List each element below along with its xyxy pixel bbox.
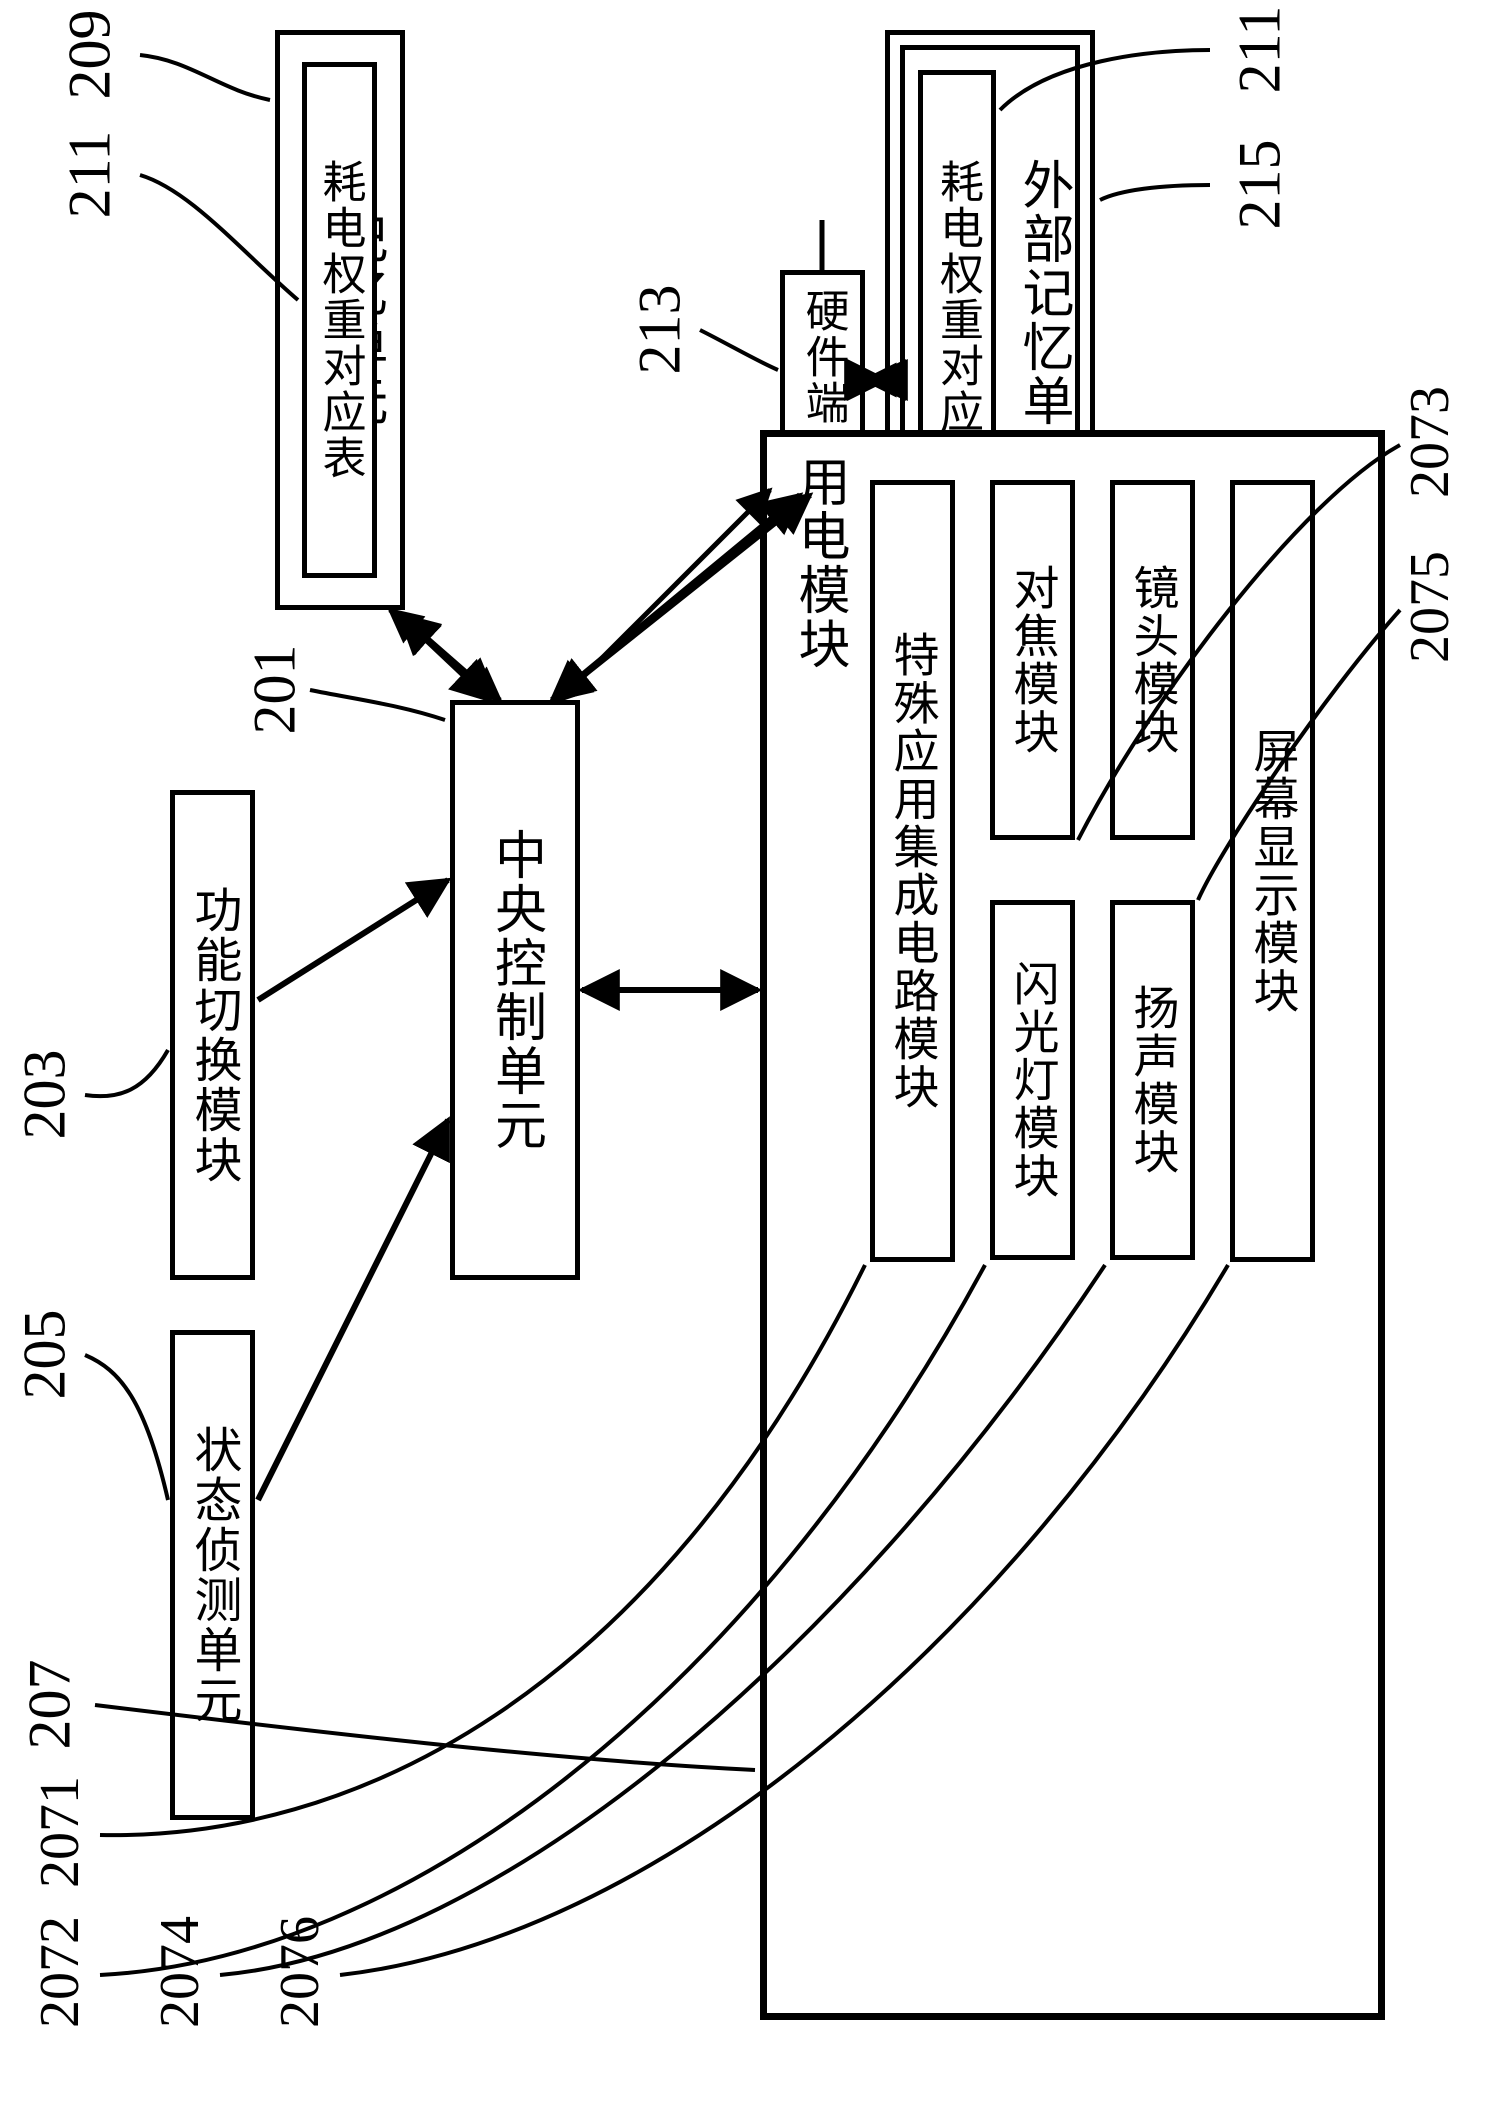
ref-209: 209 bbox=[56, 0, 125, 115]
power-table-inner-1: 耗电权重对应表 bbox=[302, 62, 377, 578]
ref-201: 201 bbox=[241, 630, 310, 750]
ref-203: 203 bbox=[11, 1035, 80, 1155]
flash-module: 闪光灯模块 bbox=[990, 900, 1075, 1260]
lens-label: 镜头模块 bbox=[1120, 564, 1186, 756]
function-switch: 功能切换模块 bbox=[170, 790, 255, 1280]
ref-211b: 211 bbox=[1226, 0, 1295, 110]
ref-211a: 211 bbox=[56, 115, 125, 235]
func-switch-label: 功能切换模块 bbox=[178, 885, 248, 1185]
ref-2074: 2074 bbox=[148, 1892, 212, 2052]
ref-213: 213 bbox=[626, 270, 695, 390]
power-module-label: 用电模块 bbox=[781, 455, 856, 671]
ref-205: 205 bbox=[11, 1295, 80, 1415]
status-detect: 状态侦测单元 bbox=[170, 1330, 255, 1820]
central-control: 中央控制单元 bbox=[450, 700, 580, 1280]
diagram-stage: 记忆单元 耗电权重对应表 外部记忆单元 耗电权重对应表 硬件端口 中央控制单元 … bbox=[0, 0, 1491, 2107]
asic-label: 特殊应用集成电路模块 bbox=[880, 631, 946, 1111]
ref-2073: 2073 bbox=[1398, 362, 1462, 522]
ref-215: 215 bbox=[1226, 125, 1295, 245]
ref-2072: 2072 bbox=[28, 1892, 92, 2052]
power-table-1-label: 耗电权重对应表 bbox=[308, 159, 372, 481]
status-detect-label: 状态侦测单元 bbox=[178, 1425, 248, 1725]
focus-module: 对焦模块 bbox=[990, 480, 1075, 840]
speaker-label: 扬声模块 bbox=[1120, 984, 1186, 1176]
display-module: 屏幕显示模块 bbox=[1230, 480, 1315, 1262]
lens-module: 镜头模块 bbox=[1110, 480, 1195, 840]
ref-2075: 2075 bbox=[1398, 527, 1462, 687]
focus-label: 对焦模块 bbox=[1000, 564, 1066, 756]
display-label: 屏幕显示模块 bbox=[1240, 727, 1306, 1015]
speaker-module: 扬声模块 bbox=[1110, 900, 1195, 1260]
asic-module: 特殊应用集成电路模块 bbox=[870, 480, 955, 1262]
central-label: 中央控制单元 bbox=[478, 828, 553, 1152]
ref-2071: 2071 bbox=[28, 1752, 92, 1912]
flash-label: 闪光灯模块 bbox=[1000, 960, 1066, 1200]
ref-2076: 2076 bbox=[268, 1892, 332, 2052]
